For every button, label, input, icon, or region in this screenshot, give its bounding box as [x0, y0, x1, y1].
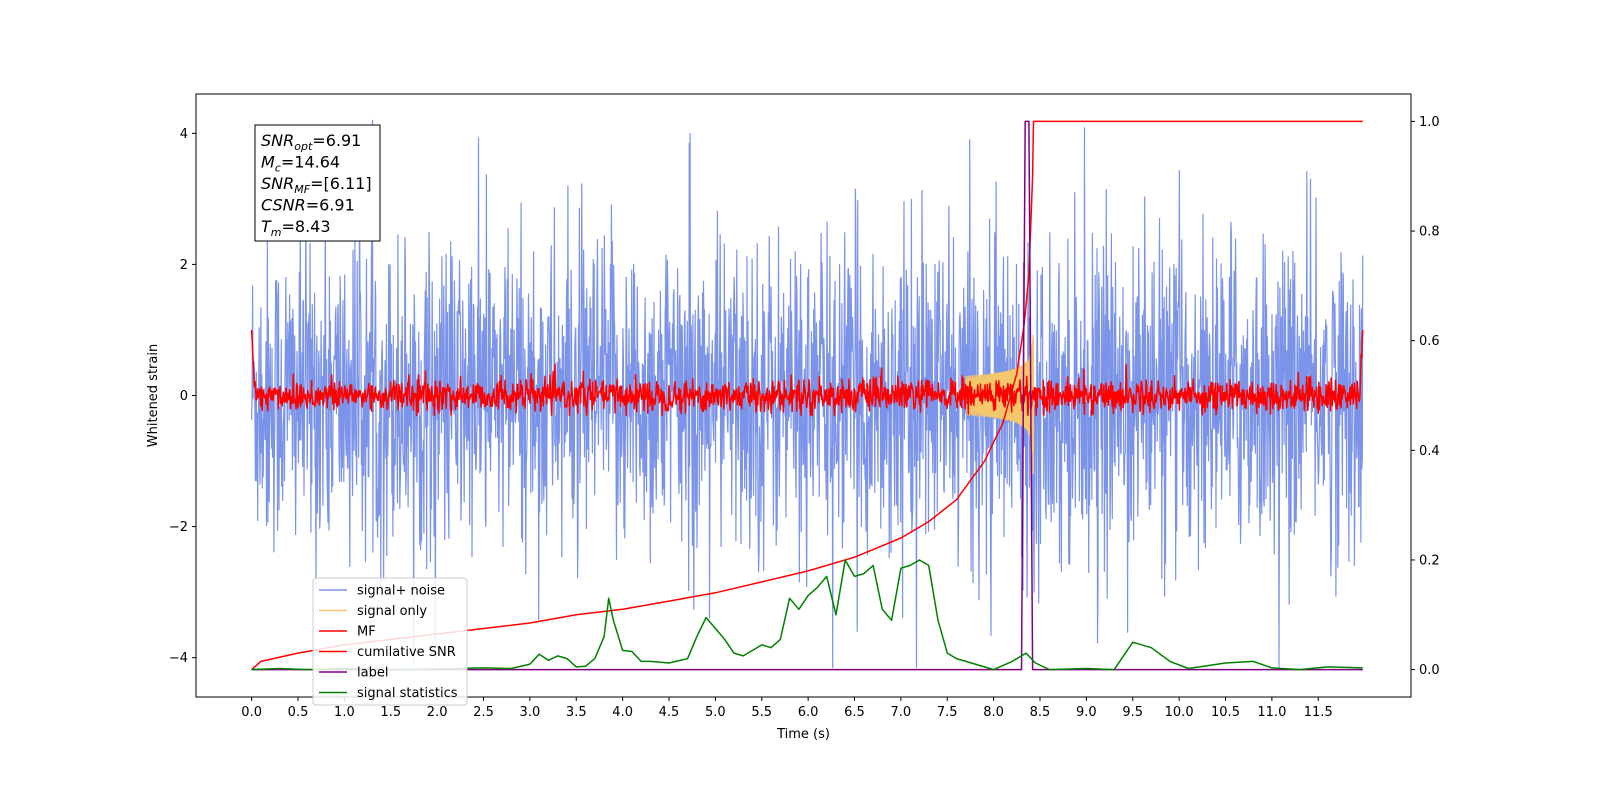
y-axis-left: 4 2 0 −2 −4: [169, 127, 196, 666]
info-mc: Mc=14.64: [261, 153, 340, 175]
y-left-tick-label: −2: [169, 520, 188, 535]
y-right-tick-label: 0.2: [1419, 553, 1440, 568]
y-right-tick-label: 1.0: [1419, 115, 1440, 130]
x-tick-label: 8.0: [983, 705, 1004, 720]
x-tick-label: 9.0: [1076, 705, 1097, 720]
x-tick-label: 6.0: [798, 705, 819, 720]
x-tick-label: 9.5: [1122, 705, 1143, 720]
legend-label-mf: MF: [357, 625, 376, 640]
x-tick-label: 8.5: [1030, 705, 1051, 720]
x-tick-label: 4.0: [612, 705, 633, 720]
x-tick-label: 2.5: [473, 705, 494, 720]
x-axis: 0.0 0.5 1.0 1.5 2.0 2.5 3.0 3.5 4.0 4.5 5.0 5.5 6.0 6…: [241, 697, 1333, 720]
x-tick-label: 0.5: [288, 705, 309, 720]
legend-label-signal-statistics: signal statistics: [357, 686, 458, 701]
x-tick-label: 2.0: [427, 705, 448, 720]
x-tick-label: 1.0: [334, 705, 355, 720]
y-left-tick-label: 0: [180, 389, 188, 404]
legend-label-signal-noise: signal+ noise: [357, 584, 445, 599]
x-tick-label: 7.5: [937, 705, 958, 720]
x-tick-label: 0.0: [241, 705, 262, 720]
y-right-tick-label: 0.4: [1419, 444, 1440, 459]
y-left-tick-label: 2: [180, 258, 188, 273]
series-line-mf: [250, 329, 1364, 417]
series-line-signal-noise: [251, 119, 1364, 669]
x-tick-label: 5.0: [705, 705, 726, 720]
y-right-tick-label: 0.6: [1419, 334, 1440, 349]
x-tick-label: 3.5: [566, 705, 587, 720]
info-csnr: CSNR=6.91: [261, 196, 355, 215]
x-tick-label: 7.0: [891, 705, 912, 720]
y-left-tick-label: −4: [169, 651, 188, 666]
legend: signal+ noise signal only MF cumilative SNR…: [312, 577, 468, 706]
legend-label-label: label: [357, 666, 388, 681]
info-snr-opt: SNRopt=6.91: [261, 131, 361, 153]
x-tick-label: 11.5: [1304, 705, 1333, 720]
x-tick-label: 10.5: [1211, 705, 1240, 720]
x-tick-label: 6.5: [844, 705, 865, 720]
x-tick-label: 11.0: [1257, 705, 1286, 720]
legend-label-cumilative-snr: cumilative SNR: [357, 645, 456, 660]
x-tick-label: 5.5: [751, 705, 772, 720]
x-tick-label: 10.0: [1165, 705, 1194, 720]
x-axis-label: Time (s): [776, 727, 830, 742]
info-tm: Tm=8.43: [261, 217, 331, 239]
info-snr-mf: SNRMF=[6.11]: [261, 174, 372, 196]
y-axis-label-left: Whitened strain: [146, 344, 161, 447]
x-tick-label: 4.5: [659, 705, 680, 720]
x-tick-label: 3.0: [520, 705, 541, 720]
legend-frame: [312, 577, 468, 706]
legend-label-signal-only: signal only: [357, 604, 427, 619]
y-right-tick-label: 0.0: [1419, 663, 1440, 678]
series-line-label: [251, 120, 1363, 671]
y-axis-right: 1.0 0.8 0.6 0.4 0.2 0.0: [1411, 115, 1440, 678]
series-line-signal-statistics: [251, 559, 1363, 671]
y-right-tick-label: 0.8: [1419, 225, 1440, 240]
x-tick-label: 1.5: [380, 705, 401, 720]
info-box: SNRopt=6.91 Mc=14.64 SNRMF=[6.11] CSNR=6…: [254, 124, 381, 242]
series-line-signal-only: [965, 334, 1035, 475]
info-box-frame: [254, 124, 381, 242]
y-left-tick-label: 4: [180, 127, 188, 142]
